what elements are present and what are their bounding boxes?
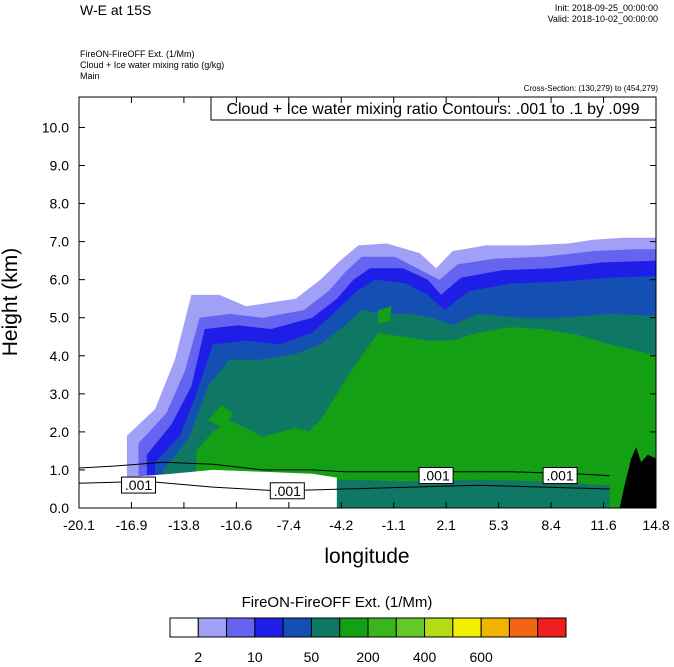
colorbar-swatch xyxy=(367,617,397,638)
x-tick-label: -16.9 xyxy=(115,517,147,533)
colorbar-label: 400 xyxy=(413,649,437,665)
contour-label: .001 xyxy=(422,468,449,484)
terrain xyxy=(619,447,656,508)
y-axis-label: Height (km) xyxy=(0,248,22,357)
valid-time: Valid: 2018-10-02_00:00:00 xyxy=(547,14,658,24)
x-tick-label: 2.1 xyxy=(436,517,456,533)
contour-info-text: Cloud + Ice water mixing ratio Contours:… xyxy=(226,101,639,118)
contour-label: .001 xyxy=(125,477,152,493)
colorbar-label: 200 xyxy=(356,649,380,665)
colorbar-swatch xyxy=(282,617,312,638)
x-axis-label: longitude xyxy=(324,545,409,568)
y-tick-label: 1.0 xyxy=(50,462,70,478)
y-tick-label: 7.0 xyxy=(50,234,70,250)
x-tick-label: -10.6 xyxy=(220,517,252,533)
y-tick-label: 4.0 xyxy=(50,348,70,364)
colorbar-swatch xyxy=(424,617,454,638)
cloud-contour-line xyxy=(79,461,610,477)
colorbar-label: 2 xyxy=(194,649,202,665)
x-tick-label: -4.2 xyxy=(329,517,353,533)
colorbar-swatch xyxy=(226,617,256,638)
x-tick-label: 14.8 xyxy=(642,517,669,533)
y-tick-label: 8.0 xyxy=(50,196,70,212)
contour-label: .001 xyxy=(546,468,573,484)
field-name-contour: Cloud + Ice water mixing ratio (g/kg) xyxy=(80,60,225,70)
y-tick-label: 3.0 xyxy=(50,386,70,402)
contour-label: .001 xyxy=(274,483,301,499)
contour-label-box xyxy=(269,482,305,500)
contour-label-box xyxy=(418,467,454,485)
colorbar-swatch xyxy=(508,617,539,638)
x-tick-label: -1.1 xyxy=(382,517,406,533)
x-tick-label: -13.8 xyxy=(168,517,200,533)
field-name-shaded: FireON-FireOFF Ext. (1/Mm) xyxy=(80,49,195,59)
y-tick-label: 2.0 xyxy=(50,424,70,440)
y-tick-label: 6.0 xyxy=(50,272,70,288)
colorbar-title: FireON-FireOFF Ext. (1/Mm) xyxy=(241,594,433,611)
x-tick-label: 8.4 xyxy=(541,517,561,533)
colorbar-label: 10 xyxy=(247,649,263,665)
colorbar-swatch xyxy=(254,617,284,638)
y-tick-label: 5.0 xyxy=(50,310,70,326)
y-tick-label: 10.0 xyxy=(42,119,69,135)
x-tick-label: 11.6 xyxy=(590,517,616,533)
colorbar-label: 50 xyxy=(304,649,320,665)
init-time: Init: 2018-09-25_00:00:00 xyxy=(554,3,658,13)
colorbar-swatch xyxy=(197,617,228,638)
extinction-core xyxy=(370,348,618,423)
colorbar-swatch xyxy=(537,617,567,638)
contour-label-box xyxy=(542,467,578,485)
contour-label-box xyxy=(121,476,157,494)
extinction-core xyxy=(242,428,313,451)
x-tick-label: -7.4 xyxy=(277,517,301,533)
colorbar-swatch xyxy=(395,617,426,638)
cross-section-label: Cross-Section: (130,279) to (454,279) xyxy=(523,84,658,93)
colorbar-swatch xyxy=(452,617,482,638)
x-tick-label: 5.3 xyxy=(489,517,509,533)
colorbar-swatch xyxy=(339,617,369,638)
extinction-core xyxy=(208,405,233,429)
y-tick-label: 9.0 xyxy=(50,158,70,174)
extinction-core xyxy=(378,306,392,324)
field-domain: Main xyxy=(80,71,100,81)
cloud-contour-line xyxy=(79,480,610,492)
x-tick-label: -20.1 xyxy=(63,517,95,533)
contour-info-box xyxy=(210,96,657,121)
colorbar-swatch xyxy=(169,617,199,638)
colorbar-swatch xyxy=(310,617,341,638)
colorbar-label: 600 xyxy=(469,649,493,665)
chart-title: W-E at 15S xyxy=(80,2,152,18)
y-tick-label: 0.0 xyxy=(50,500,70,516)
colorbar-swatch xyxy=(480,617,510,638)
